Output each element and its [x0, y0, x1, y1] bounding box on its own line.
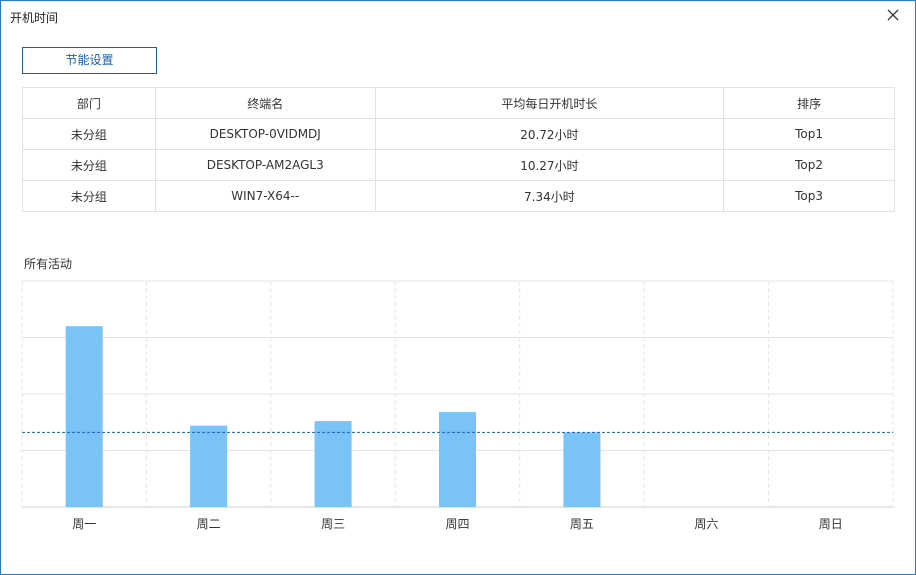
close-icon[interactable]: [885, 7, 901, 23]
table-row[interactable]: 未分组 DESKTOP-0VIDMDJ 20.72小时 Top1: [22, 118, 895, 150]
cell-avg-daily-uptime: 7.34小时: [374, 180, 725, 212]
window-title: 开机时间: [10, 11, 59, 25]
activity-section-label: 所有活动: [24, 257, 73, 271]
title-bar: 开机时间: [1, 1, 915, 33]
table-row[interactable]: 未分组 DESKTOP-AM2AGL3 10.27小时 Top2: [22, 149, 895, 181]
cell-department: 未分组: [22, 118, 156, 150]
energy-settings-button[interactable]: 节能设置: [22, 47, 157, 74]
cell-department: 未分组: [22, 180, 156, 212]
cell-rank: Top3: [723, 180, 895, 212]
column-header-department: 部门: [22, 87, 156, 119]
boot-time-table: 部门 终端名 平均每日开机时长 排序 未分组 DESKTOP-0VIDMDJ 2…: [22, 87, 895, 212]
column-header-terminal: 终端名: [154, 87, 376, 119]
cell-terminal: DESKTOP-0VIDMDJ: [154, 118, 376, 150]
cell-avg-daily-uptime: 10.27小时: [374, 149, 725, 181]
column-header-avg-daily-uptime: 平均每日开机时长: [374, 87, 725, 119]
table-header-row: 部门 终端名 平均每日开机时长 排序: [22, 87, 895, 119]
column-header-rank: 排序: [723, 87, 895, 119]
cell-department: 未分组: [22, 149, 156, 181]
cell-rank: Top2: [723, 149, 895, 181]
cell-avg-daily-uptime: 20.72小时: [374, 118, 725, 150]
table-row[interactable]: 未分组 WIN7-X64-- 7.34小时 Top3: [22, 180, 895, 212]
cell-rank: Top1: [723, 118, 895, 150]
cell-terminal: WIN7-X64--: [154, 180, 376, 212]
cell-terminal: DESKTOP-AM2AGL3: [154, 149, 376, 181]
